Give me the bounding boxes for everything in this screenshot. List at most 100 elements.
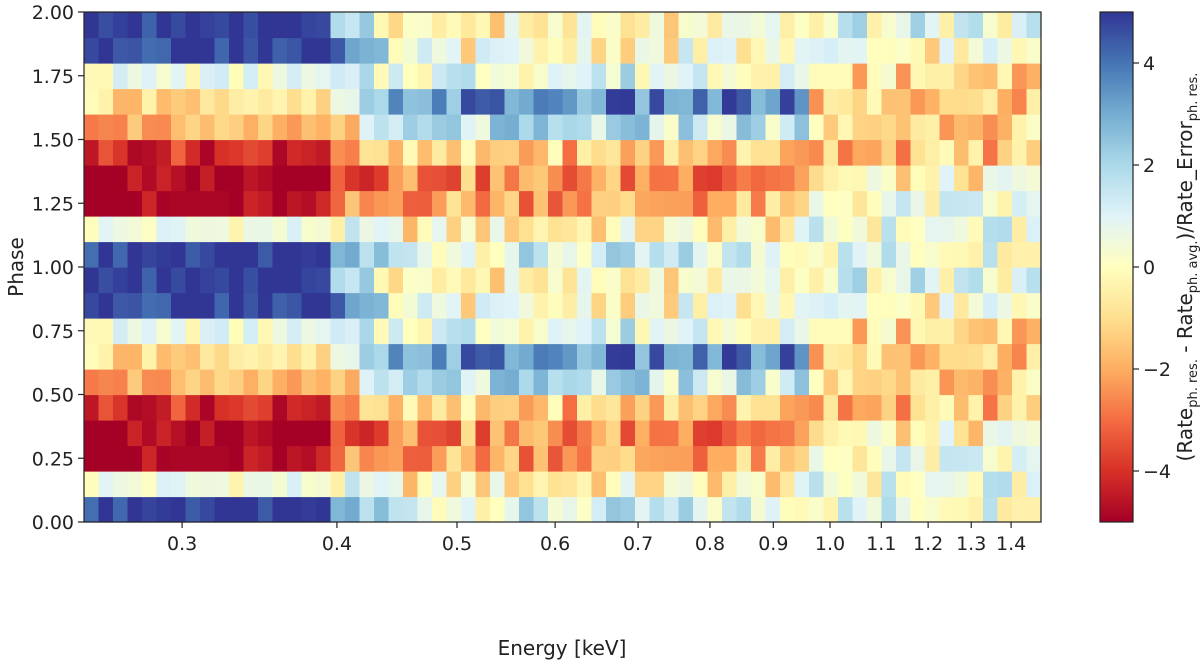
heatmap-cell	[446, 394, 462, 421]
heatmap-cell	[693, 369, 709, 396]
heatmap-cell	[736, 445, 752, 472]
heatmap-cell	[867, 445, 883, 472]
heatmap-cell	[606, 216, 622, 243]
heatmap-cell	[374, 216, 390, 243]
heatmap-cell	[388, 12, 404, 39]
heatmap-cell	[765, 471, 781, 498]
heatmap-cell	[142, 471, 158, 498]
heatmap-cell	[214, 496, 230, 523]
heatmap-cell	[301, 139, 317, 166]
heatmap-cell	[258, 267, 274, 294]
heatmap-cell	[983, 445, 999, 472]
heatmap-cell	[881, 114, 897, 141]
heatmap-cell	[200, 165, 216, 192]
heatmap-cell	[954, 139, 970, 166]
heatmap-cell	[374, 496, 390, 523]
heatmap-cell	[664, 216, 680, 243]
heatmap-cell	[867, 190, 883, 217]
heatmap-cell	[968, 216, 984, 243]
heatmap-cell	[736, 190, 752, 217]
heatmap-cell	[475, 292, 491, 319]
heatmap-cell	[359, 165, 375, 192]
heatmap-cell	[1026, 12, 1042, 39]
heatmap-cell	[403, 343, 419, 370]
heatmap-cell	[301, 216, 317, 243]
heatmap-cell	[707, 445, 723, 472]
heatmap-cell	[417, 241, 433, 268]
colorbar-label: (Rateph. res. - Rateph. avg.)/Rate_Error…	[1173, 73, 1200, 462]
heatmap-cell	[417, 445, 433, 472]
heatmap-cell	[272, 267, 288, 294]
heatmap-cell	[475, 394, 491, 421]
heatmap-cell	[258, 343, 274, 370]
heatmap-cell	[345, 420, 361, 447]
y-tick-label: 1.25	[32, 193, 74, 215]
heatmap-cell	[185, 445, 201, 472]
heatmap-cell	[765, 88, 781, 115]
heatmap-cell	[562, 216, 578, 243]
heatmap-cell	[562, 190, 578, 217]
heatmap-cell	[113, 267, 129, 294]
heatmap-cell	[925, 318, 941, 345]
heatmap-cell	[968, 471, 984, 498]
heatmap-cell	[519, 445, 535, 472]
heatmap-cell	[548, 343, 564, 370]
heatmap-cell	[403, 267, 419, 294]
heatmap-cell	[823, 190, 839, 217]
heatmap-cell	[142, 241, 158, 268]
heatmap-cell	[635, 139, 651, 166]
heatmap-cell	[867, 139, 883, 166]
heatmap-cell	[968, 394, 984, 421]
heatmap-cell	[84, 63, 100, 90]
heatmap-cell	[881, 369, 897, 396]
heatmap-cell	[127, 420, 143, 447]
heatmap-cell	[287, 88, 303, 115]
heatmap-cell	[142, 420, 158, 447]
heatmap-cell	[968, 165, 984, 192]
heatmap-cell	[1026, 420, 1042, 447]
heatmap-cell	[98, 267, 114, 294]
heatmap-cell	[591, 420, 607, 447]
heatmap-cell	[272, 63, 288, 90]
heatmap-cell	[910, 63, 926, 90]
heatmap-cell	[229, 241, 245, 268]
y-tick-label: 1.75	[32, 66, 74, 88]
heatmap-cell	[272, 420, 288, 447]
heatmap-cell	[939, 471, 955, 498]
heatmap-cell	[809, 63, 825, 90]
heatmap-cell	[98, 241, 114, 268]
heatmap-cell	[736, 216, 752, 243]
heatmap-cell	[968, 292, 984, 319]
heatmap-cell	[388, 241, 404, 268]
heatmap-cell	[84, 37, 100, 64]
heatmap-cell	[316, 318, 332, 345]
heatmap-cell	[678, 139, 694, 166]
heatmap-cell	[736, 496, 752, 523]
heatmap-cell	[548, 267, 564, 294]
heatmap-cell	[417, 165, 433, 192]
heatmap-cell	[287, 139, 303, 166]
heatmap-cell	[417, 420, 433, 447]
heatmap-cell	[1026, 471, 1042, 498]
heatmap-cell	[765, 369, 781, 396]
heatmap-cell	[243, 420, 259, 447]
heatmap-cell	[229, 88, 245, 115]
heatmap-cell	[1012, 318, 1028, 345]
heatmap-cell	[736, 292, 752, 319]
heatmap-cell	[229, 190, 245, 217]
heatmap-cell	[968, 241, 984, 268]
heatmap-cell	[983, 343, 999, 370]
heatmap-cell	[98, 190, 114, 217]
heatmap-cell	[954, 369, 970, 396]
heatmap-cell	[127, 114, 143, 141]
heatmap-cell	[809, 37, 825, 64]
x-tick-label: 0.7	[623, 533, 653, 555]
heatmap-cell	[490, 165, 506, 192]
heatmap-cell	[577, 12, 593, 39]
heatmap-cell	[606, 292, 622, 319]
heatmap-cell	[504, 37, 520, 64]
heatmap-cell	[751, 471, 767, 498]
heatmap-cell	[403, 471, 419, 498]
heatmap-cell	[388, 318, 404, 345]
